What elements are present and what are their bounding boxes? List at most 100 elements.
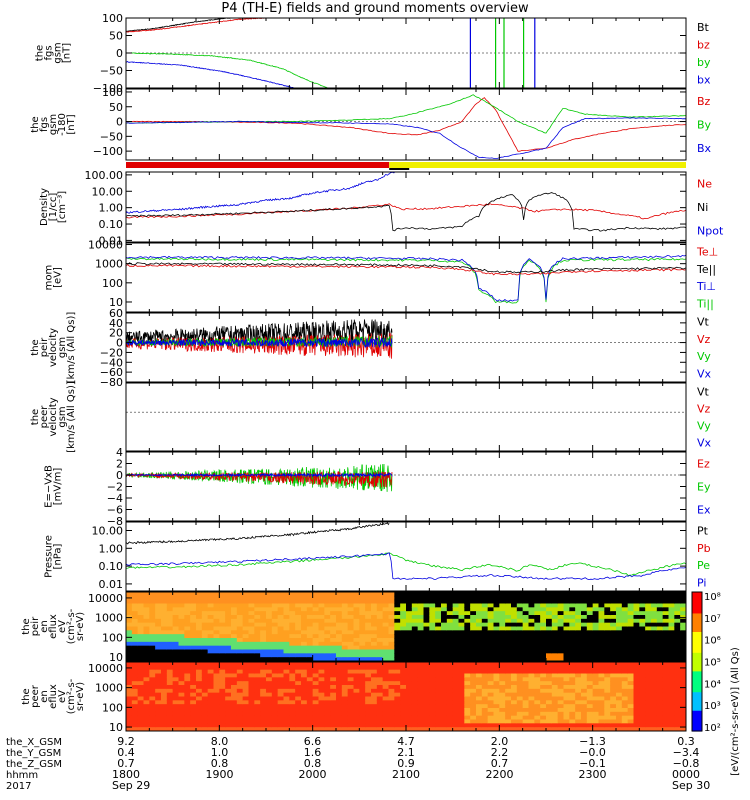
heatmap-cell: [318, 681, 325, 686]
y-tick-label: −6: [107, 504, 123, 517]
heatmap-cell: [470, 719, 477, 724]
heatmap-cell: [522, 611, 530, 616]
x-tick-label: 0.9: [397, 757, 415, 770]
heatmap-cell: [196, 711, 203, 717]
heatmap-cell: [499, 681, 506, 686]
heatmap-cell: [534, 611, 541, 616]
heatmap-cell: [621, 599, 629, 605]
heatmap-cell: [289, 634, 296, 639]
heatmap-cell: [324, 719, 331, 724]
y-tick-label: −2: [107, 481, 123, 494]
heatmap-cell: [359, 665, 366, 671]
heatmap-cell: [441, 615, 448, 620]
heatmap-cell: [201, 681, 209, 686]
heatmap-cell: [610, 688, 617, 694]
heatmap-cell: [295, 704, 302, 709]
heatmap-cell: [621, 653, 629, 658]
heatmap-cell: [563, 711, 570, 717]
heatmap-cell: [312, 607, 320, 612]
heatmap-cell: [371, 611, 378, 616]
heatmap-cell: [645, 704, 652, 709]
y-tick-label: 100: [102, 86, 123, 99]
heatmap-cell: [388, 692, 395, 698]
heatmap-cell: [347, 630, 355, 635]
heatmap-cell: [656, 723, 664, 728]
heatmap-cell: [446, 653, 454, 658]
heatmap-cell: [155, 618, 162, 624]
heatmap-cell: [621, 657, 629, 661]
heatmap-cell: [557, 595, 565, 601]
heatmap-cell: [190, 592, 197, 597]
heatmap-cell: [616, 592, 623, 597]
heatmap-cell: [143, 626, 150, 631]
y-axis-label: (cm²-s-: [66, 678, 77, 714]
heatmap-cell: [207, 618, 215, 624]
heatmap-cell: [382, 615, 390, 620]
heatmap-cell: [190, 696, 197, 701]
heatmap-cell: [575, 641, 582, 647]
heatmap-cell: [458, 719, 465, 724]
heatmap-cell: [271, 645, 279, 651]
heatmap-cell: [166, 626, 174, 631]
heatmap-cell: [400, 711, 407, 717]
heatmap-cell: [464, 704, 471, 709]
heatmap-cell: [394, 708, 401, 713]
heatmap-cell: [557, 645, 565, 651]
heatmap-cell: [371, 607, 378, 612]
heatmap-cell: [651, 711, 658, 717]
y-tick-label: 0.01: [99, 234, 124, 247]
heatmap-cell: [271, 638, 279, 643]
heatmap-cell: [219, 665, 226, 671]
heatmap-cell: [651, 719, 658, 724]
heatmap-cell: [423, 607, 430, 612]
heatmap-cell: [441, 704, 448, 709]
heatmap-cell: [528, 711, 535, 717]
heatmap-cell: [254, 677, 261, 682]
heatmap-cell: [365, 711, 372, 717]
heatmap-cell: [534, 696, 541, 701]
heatmap-cell: [633, 630, 640, 635]
heatmap-cell: [260, 708, 267, 713]
heatmap-cell: [283, 618, 290, 624]
heatmap-cell: [341, 715, 349, 721]
heatmap-cell: [254, 665, 261, 671]
heatmap-cell: [341, 603, 349, 608]
heatmap-cell: [470, 662, 477, 667]
heatmap-cell: [266, 607, 273, 612]
heatmap-cell: [476, 696, 483, 701]
heatmap-cell: [621, 615, 629, 620]
heatmap-cell: [341, 630, 349, 635]
heatmap-cell: [505, 649, 512, 654]
heatmap-cell: [295, 626, 302, 631]
heatmap-cell: [353, 607, 360, 612]
heatmap-cell: [551, 649, 559, 654]
heatmap-cell: [633, 704, 640, 709]
heatmap-cell: [674, 645, 681, 651]
heatmap-cell: [213, 653, 220, 658]
heatmap-cell: [137, 649, 145, 654]
heatmap-cell: [172, 704, 180, 709]
heatmap-cell: [656, 599, 664, 605]
heatmap-cell: [178, 634, 185, 639]
heatmap-cell: [656, 700, 664, 705]
heatmap-cell: [166, 607, 174, 612]
heatmap-cell: [493, 595, 500, 601]
heatmap-cell: [330, 669, 337, 675]
heatmap-cell: [429, 681, 436, 686]
heatmap-cell: [621, 719, 629, 724]
heatmap-cell: [639, 595, 646, 601]
heatmap-cell: [499, 595, 506, 601]
heatmap-cell: [161, 669, 168, 675]
heatmap-cell: [306, 692, 314, 698]
heatmap-cell: [511, 681, 518, 686]
heatmap-cell: [283, 607, 290, 612]
heatmap-cell: [522, 715, 530, 721]
heatmap-cell: [604, 696, 611, 701]
heatmap-cell: [656, 603, 664, 608]
heatmap-cell: [260, 688, 267, 694]
heatmap-cell: [283, 704, 290, 709]
heatmap-cell: [417, 723, 425, 728]
heatmap-cell: [586, 634, 594, 639]
heatmap-cell: [371, 673, 378, 678]
heatmap-cell: [324, 657, 331, 661]
